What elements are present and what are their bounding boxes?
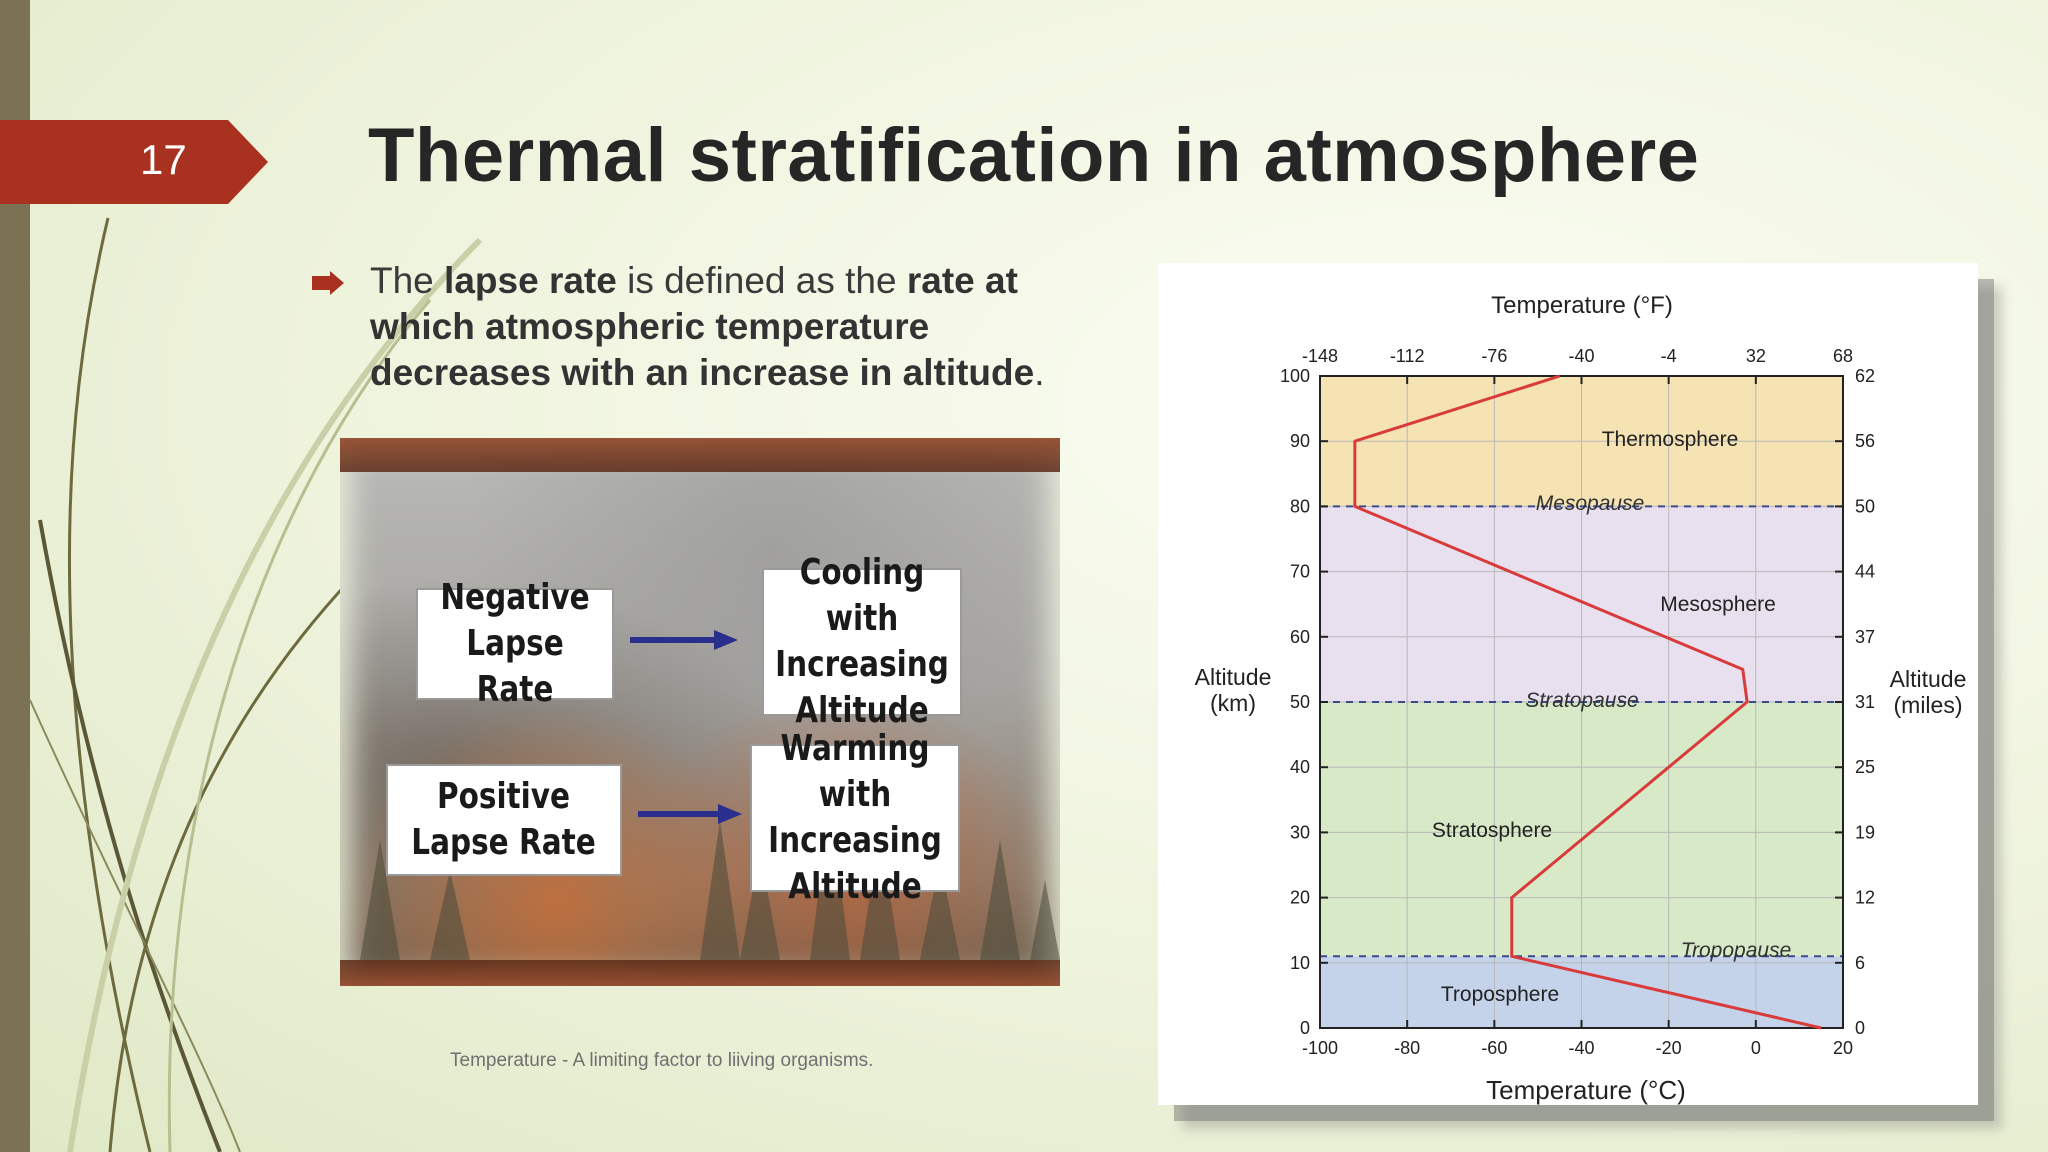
- bullet-bold-definition: rate at which atmospheric temperature de…: [370, 260, 1035, 393]
- bullet-text: The lapse rate is defined as the rate at…: [370, 258, 1090, 396]
- x-tick-label-fahrenheit: -112: [1390, 346, 1425, 366]
- left-axis-title-line1: Altitude: [1195, 664, 1272, 690]
- x-tick-label-celsius: 20: [1833, 1038, 1853, 1058]
- layer-label-stratosphere: Stratosphere: [1432, 819, 1552, 842]
- arrow-right-icon: [638, 804, 742, 824]
- chart-bottom-axis-title: Temperature (°C): [1486, 1075, 1686, 1105]
- chart-svg: -100 -80 -60 -40 -20 0 20-148 -112 -76 -40 -4 32 680…: [1195, 292, 1967, 1105]
- atmosphere-temperature-chart: -100 -80 -60 -40 -20 0 20 -148 -112 -76 -40 -4 32 68 0…: [1158, 263, 1978, 1105]
- y-tick-label-miles: 56: [1855, 431, 1875, 451]
- bullet-pre: The: [370, 260, 445, 301]
- tree-silhouettes: [360, 800, 1060, 960]
- x-tick-label-celsius: 0: [1751, 1038, 1761, 1058]
- bullet-mid: is defined as the: [616, 260, 907, 301]
- y-tick-label-km: 70: [1290, 562, 1310, 582]
- warming-line-2: Increasing: [768, 820, 942, 861]
- y-tick-label-miles: 31: [1855, 692, 1875, 712]
- chart-right-axis-title: Altitude (miles): [1890, 666, 1967, 718]
- slide-title: Thermal stratification in atmosphere: [368, 113, 1700, 198]
- y-tick-label-km: 100: [1280, 366, 1310, 386]
- x-tick-label-fahrenheit: -148: [1302, 346, 1338, 366]
- y-tick-label-miles: 0: [1855, 1018, 1865, 1038]
- right-axis-title-line2: (miles): [1894, 692, 1963, 718]
- bullet-bold-lapse-rate: lapse rate: [444, 260, 617, 301]
- cooling-line-3: Altitude: [795, 690, 929, 731]
- decorative-swooshes: [29, 217, 483, 1152]
- x-tick-label-fahrenheit: 68: [1833, 346, 1853, 366]
- layer-label-thermosphere: Thermosphere: [1602, 428, 1739, 451]
- warming-with-altitude-box: Warming with Increasing Altitude: [750, 728, 960, 907]
- chart-top-axis-title: Temperature (°F): [1491, 292, 1673, 319]
- y-tick-label-km: 90: [1290, 431, 1310, 451]
- y-tick-label-km: 60: [1290, 627, 1310, 647]
- forest-fire-image: Negative Lapse Rate Cooling with Increasin…: [340, 438, 1060, 986]
- chart-left-axis-title: Altitude (km): [1195, 664, 1272, 716]
- layer-label-mesosphere: Mesosphere: [1660, 593, 1776, 616]
- y-tick-label-miles: 44: [1855, 562, 1875, 582]
- temperature-profile-line: [1353, 374, 1822, 1030]
- warming-line-3: Altitude: [788, 866, 922, 907]
- cooling-line-1: Cooling with: [799, 552, 925, 639]
- y-tick-label-miles: 12: [1855, 888, 1875, 908]
- y-tick-label-km: 50: [1290, 692, 1310, 712]
- y-tick-label-km: 80: [1290, 496, 1310, 516]
- y-tick-label-miles: 37: [1855, 627, 1875, 647]
- boundary-label-tropopause: Tropopause: [1681, 939, 1792, 962]
- bullet-post: .: [1034, 352, 1045, 393]
- y-tick-label-km: 0: [1300, 1018, 1310, 1038]
- left-axis-title-line2: (km): [1210, 690, 1256, 716]
- image-bottom-banner: [340, 960, 1060, 986]
- arrow-bullet-icon: [312, 271, 344, 295]
- boundary-label-mesopause: Mesopause: [1536, 492, 1645, 515]
- x-tick-label-celsius: -80: [1394, 1038, 1420, 1058]
- negative-lapse-rate-box: Negative Lapse Rate: [416, 577, 614, 710]
- y-tick-label-miles: 50: [1855, 496, 1875, 516]
- slide-number: 17: [140, 136, 187, 183]
- positive-line-2: Lapse Rate: [411, 822, 597, 863]
- positive-line-1: Positive: [437, 776, 571, 817]
- y-tick-label-km: 40: [1290, 757, 1310, 777]
- x-tick-label-celsius: -20: [1656, 1038, 1682, 1058]
- negative-line-2: Lapse Rate: [466, 623, 564, 710]
- layer-label-troposphere: Troposphere: [1441, 983, 1559, 1006]
- y-tick-label-km: 30: [1290, 822, 1310, 842]
- warming-line-1: Warming with: [780, 728, 930, 815]
- x-tick-label-celsius: -60: [1481, 1038, 1507, 1058]
- x-tick-label-fahrenheit: -4: [1661, 346, 1677, 366]
- image-top-banner: [340, 438, 1060, 472]
- right-axis-title-line1: Altitude: [1890, 666, 1967, 692]
- x-tick-label-fahrenheit: 32: [1746, 346, 1766, 366]
- y-tick-label-miles: 62: [1855, 366, 1875, 386]
- y-tick-label-km: 20: [1290, 888, 1310, 908]
- x-tick-label-fahrenheit: -76: [1481, 346, 1507, 366]
- y-tick-label-miles: 19: [1855, 822, 1875, 842]
- boundary-label-stratopause: Stratopause: [1525, 689, 1638, 712]
- slide-footer: Temperature - A limiting factor to liivi…: [450, 1050, 874, 1071]
- arrow-right-icon: [630, 630, 738, 650]
- x-tick-label-celsius: -40: [1568, 1038, 1594, 1058]
- x-tick-label-fahrenheit: -40: [1568, 346, 1594, 366]
- positive-lapse-rate-box: Positive Lapse Rate: [386, 764, 622, 876]
- y-tick-label-km: 10: [1290, 953, 1310, 973]
- cooling-line-2: Increasing: [775, 644, 949, 685]
- y-tick-label-miles: 25: [1855, 757, 1875, 777]
- y-tick-label-miles: 6: [1855, 953, 1865, 973]
- cooling-with-altitude-box: Cooling with Increasing Altitude: [762, 552, 962, 731]
- slide-number-tab: 17: [0, 120, 268, 204]
- negative-line-1: Negative: [440, 577, 590, 618]
- x-tick-label-celsius: -100: [1302, 1038, 1338, 1058]
